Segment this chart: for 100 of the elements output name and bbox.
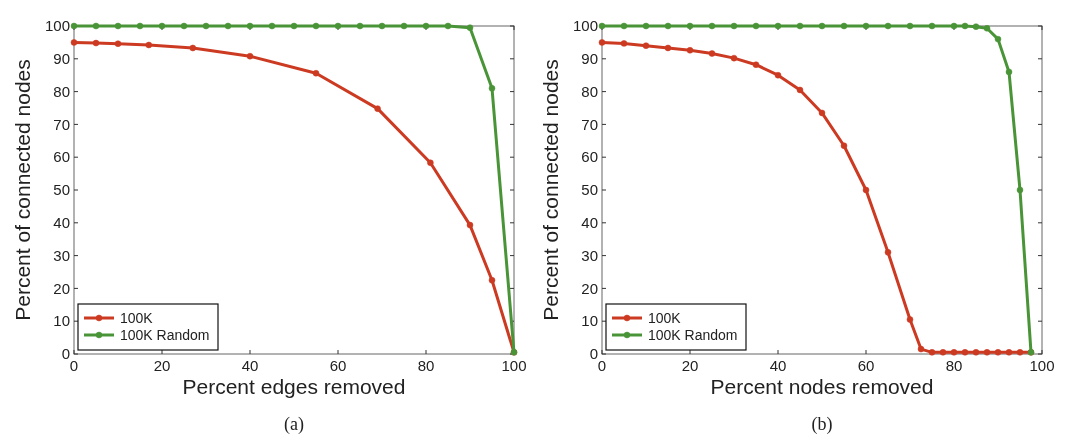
point [994, 349, 1002, 356]
point [70, 39, 78, 46]
point [928, 22, 936, 30]
point [917, 345, 925, 353]
x-axis-title: Percent nodes removed [710, 375, 934, 398]
point [642, 42, 650, 49]
legend-label: 100K [648, 309, 682, 326]
point [1016, 186, 1024, 194]
x-tick-label: 100 [1029, 357, 1055, 374]
point [114, 40, 122, 47]
point [224, 22, 232, 30]
point [1005, 349, 1013, 356]
x-tick-label: 20 [681, 357, 699, 374]
point [444, 22, 452, 30]
point [818, 22, 826, 30]
point [884, 22, 892, 30]
y-tick-label: 30 [581, 246, 598, 264]
point [642, 22, 650, 30]
point [620, 22, 628, 30]
x-tick-label: 60 [857, 357, 875, 374]
point [620, 40, 628, 47]
y-tick-label: 10 [53, 312, 70, 330]
point [180, 22, 188, 30]
point [928, 349, 936, 356]
point [818, 109, 826, 117]
point [983, 349, 991, 356]
point [427, 159, 434, 167]
y-tick-label: 40 [581, 214, 598, 232]
x-tick-label: 40 [769, 357, 787, 374]
point [796, 86, 804, 94]
y-tick-label: 0 [589, 345, 598, 363]
y-tick-label: 20 [53, 279, 70, 297]
y-tick-label: 40 [53, 214, 70, 232]
point [730, 54, 738, 62]
y-tick-label: 70 [53, 115, 70, 133]
y-tick-label: 70 [581, 115, 598, 133]
point [202, 22, 210, 30]
y-axis-title: Percent of connected nodes [539, 59, 562, 321]
x-tick-label: 100 [501, 357, 527, 374]
point [466, 221, 474, 229]
y-tick-label: 60 [581, 148, 598, 166]
point [664, 44, 672, 52]
y-tick-label: 20 [581, 279, 598, 297]
point [1016, 349, 1024, 356]
point [246, 52, 254, 60]
point [400, 22, 408, 30]
point [312, 22, 320, 30]
x-tick-label: 80 [945, 357, 963, 374]
legend-label: 100K Random [648, 326, 738, 343]
y-tick-label: 100 [572, 17, 598, 35]
point [466, 24, 474, 31]
point [708, 22, 716, 30]
y-tick-label: 50 [581, 181, 598, 199]
point [145, 41, 153, 49]
point [664, 22, 672, 30]
x-tick-label: 40 [241, 357, 259, 374]
point [92, 39, 100, 47]
point [356, 22, 364, 30]
point [939, 349, 947, 356]
point [884, 249, 892, 256]
point [268, 22, 276, 30]
point [114, 22, 122, 30]
point [752, 61, 760, 68]
point [840, 142, 848, 149]
x-axis-title: Percent edges removed [182, 375, 406, 398]
point [906, 22, 914, 30]
x-tick-label: 20 [153, 357, 171, 374]
legend-label: 100K Random [120, 326, 210, 343]
point [972, 349, 980, 356]
y-tick-label: 100 [44, 17, 70, 35]
point [290, 22, 298, 30]
x-tick-label: 80 [417, 357, 435, 374]
point [708, 50, 716, 57]
y-axis-title: Percent of connected nodes [11, 59, 34, 321]
x-tick-label: 60 [329, 357, 347, 374]
point [983, 25, 991, 32]
point [840, 22, 848, 30]
point [312, 70, 320, 77]
y-tick-label: 90 [581, 50, 598, 68]
point [92, 22, 100, 30]
point [972, 23, 980, 30]
point [752, 22, 760, 30]
point [961, 349, 969, 356]
point [994, 35, 1002, 43]
text: (b) [811, 414, 833, 435]
point [796, 22, 804, 30]
point [136, 22, 144, 30]
point [374, 105, 381, 112]
point [686, 47, 694, 54]
y-tick-label: 50 [53, 181, 70, 199]
point [378, 22, 386, 30]
point [961, 22, 969, 30]
point [189, 44, 197, 52]
point [730, 22, 738, 30]
point [1005, 68, 1013, 76]
y-tick-label: 80 [581, 82, 598, 100]
point [906, 316, 914, 323]
point [598, 39, 606, 46]
y-tick-label: 30 [53, 246, 70, 264]
y-tick-label: 90 [53, 50, 70, 68]
